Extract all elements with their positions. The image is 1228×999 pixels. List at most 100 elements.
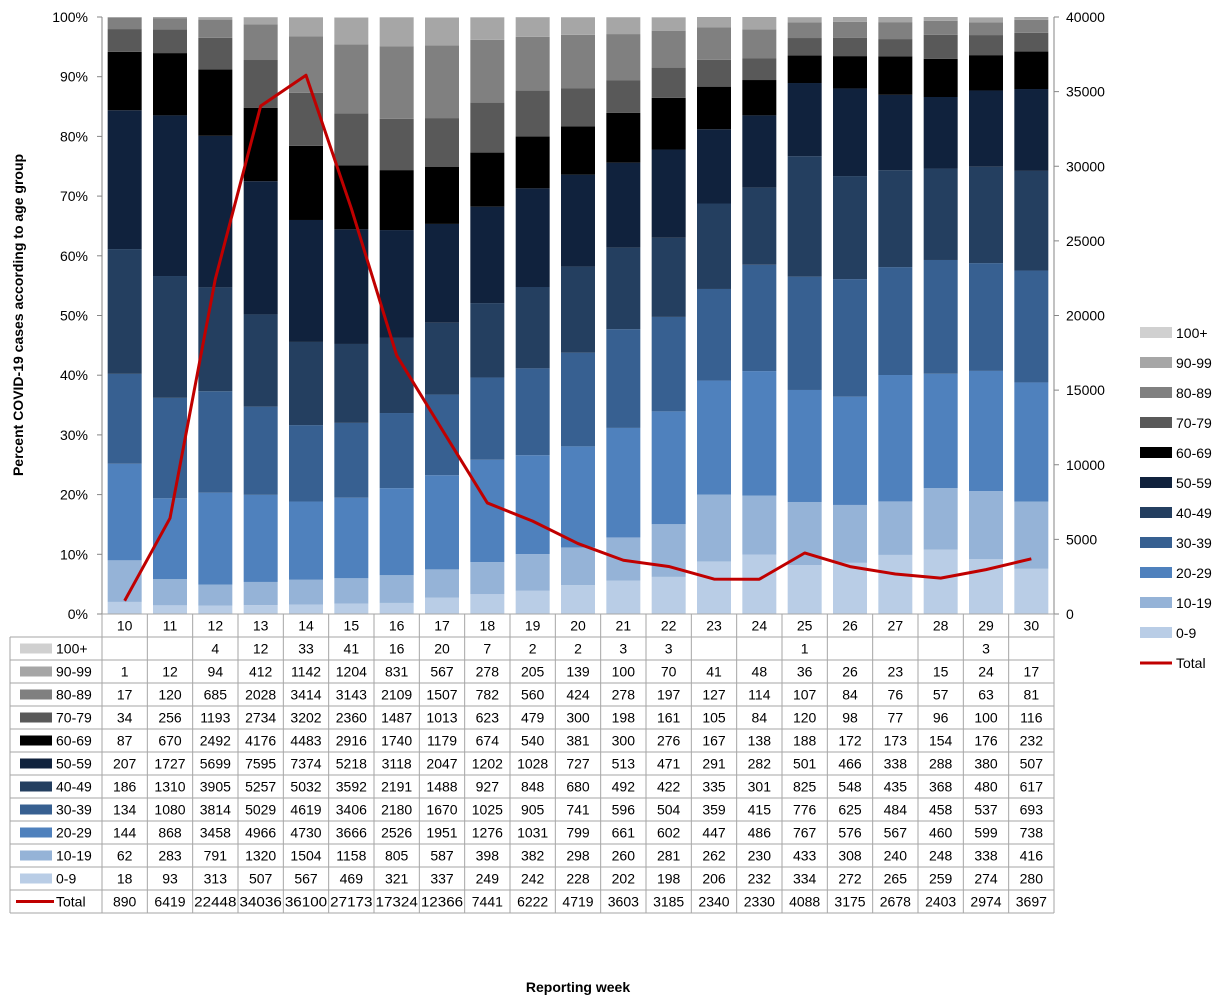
- table-cell: 7374: [290, 756, 321, 772]
- bar-70-79-week-13: [243, 60, 278, 108]
- table-cell: 661: [612, 825, 636, 841]
- x-tick-label: 26: [842, 618, 858, 634]
- table-cell: 298: [566, 848, 590, 864]
- table-cell: 359: [702, 802, 726, 818]
- table-cell: 4966: [245, 825, 276, 841]
- table-cell: 300: [612, 733, 636, 749]
- bar-20-29-week-19: [515, 455, 550, 555]
- bar-20-29-week-12: [198, 492, 233, 585]
- table-cell: 486: [748, 825, 772, 841]
- table-cell: 127: [702, 687, 726, 703]
- bar-50-59-week-11: [153, 115, 187, 277]
- table-cell: 138: [748, 733, 772, 749]
- bar-40-49-week-28: [923, 168, 958, 260]
- x-tick-label: 24: [752, 618, 768, 634]
- bar-60-69-week-10: [107, 51, 142, 111]
- table-cell: 596: [612, 802, 636, 818]
- bar-70-79-week-29: [969, 35, 1003, 56]
- table-cell: 100: [974, 710, 998, 726]
- bar-40-49-week-29: [969, 166, 1003, 264]
- bar-100+-week-29: [969, 17, 1003, 18]
- x-tick-label: 17: [434, 618, 450, 634]
- bar-80-89-week-23: [697, 27, 731, 60]
- bar-60-69-week-18: [470, 152, 505, 207]
- table-cell: 513: [612, 756, 636, 772]
- table-cell: 282: [748, 756, 772, 772]
- table-cell: 4730: [290, 825, 321, 841]
- table-cell: 26: [842, 664, 858, 680]
- bar-0-9-week-26: [833, 562, 867, 614]
- table-cell-total: 6222: [517, 894, 548, 910]
- left-tick-label: 40%: [60, 367, 88, 383]
- table-cell: 139: [566, 664, 590, 680]
- bar-20-29-week-14: [289, 501, 323, 580]
- left-tick-label: 30%: [60, 427, 88, 443]
- table-cell: 116: [1020, 710, 1043, 726]
- table-cell: 905: [521, 802, 545, 818]
- bar-70-79-week-17: [425, 118, 459, 167]
- table-cell: 206: [702, 871, 726, 887]
- table-cell: 479: [521, 710, 545, 726]
- bar-20-29-week-28: [923, 373, 958, 489]
- table-cell: 484: [884, 802, 908, 818]
- bar-90-99-week-27: [878, 17, 913, 23]
- table-cell: 134: [113, 802, 137, 818]
- table-cell: 338: [974, 848, 998, 864]
- bar-60-69-week-17: [425, 167, 459, 224]
- table-cell: 415: [748, 802, 772, 818]
- bar-20-29-week-10: [107, 463, 142, 561]
- bar-10-19-week-23: [697, 494, 731, 562]
- bar-10-19-week-11: [153, 579, 187, 606]
- table-cell: 831: [385, 664, 409, 680]
- table-cell: 248: [929, 848, 953, 864]
- x-tick-label: 27: [888, 618, 904, 634]
- bar-80-89-week-29: [969, 22, 1003, 36]
- legend-key-50-59: [1140, 477, 1172, 488]
- table-cell: 281: [657, 848, 681, 864]
- bar-90-99-week-18: [470, 17, 505, 40]
- table-cell: 382: [521, 848, 545, 864]
- bar-50-59-week-28: [923, 97, 958, 169]
- bar-50-59-week-13: [243, 181, 278, 315]
- right-tick-label: 10000: [1066, 457, 1105, 473]
- table-cell: 308: [838, 848, 862, 864]
- bar-60-69-week-30: [1014, 51, 1049, 90]
- bar-0-9-week-23: [697, 561, 731, 614]
- table-key-40-49: [20, 781, 52, 792]
- table-cell: 2: [529, 641, 537, 657]
- table-cell: 504: [657, 802, 681, 818]
- table-cell: 398: [476, 848, 500, 864]
- x-tick-label: 29: [978, 618, 994, 634]
- bar-30-39-week-22: [651, 316, 686, 412]
- bar-40-49-week-10: [107, 249, 142, 374]
- table-cell: 1504: [290, 848, 321, 864]
- table-cell: 262: [702, 848, 726, 864]
- table-cell: 1310: [154, 779, 185, 795]
- table-cell: 3592: [336, 779, 367, 795]
- table-cell: 1158: [336, 848, 366, 864]
- table-cell: 20: [434, 641, 450, 657]
- bar-60-69-week-14: [289, 145, 323, 220]
- table-row-label: 40-49: [56, 779, 92, 795]
- bar-60-69-week-20: [561, 126, 595, 175]
- table-cell: 272: [838, 871, 862, 887]
- bar-100+-week-17: [425, 17, 459, 18]
- table-cell: 3143: [336, 687, 367, 703]
- table-cell-total: 3175: [834, 894, 865, 910]
- table-cell-total: 2678: [880, 894, 911, 910]
- bar-30-39-week-14: [289, 425, 323, 502]
- table-cell: 799: [566, 825, 590, 841]
- table-cell: 96: [933, 710, 949, 726]
- right-tick-label: 25000: [1066, 233, 1105, 249]
- bar-90-99-week-20: [561, 17, 595, 35]
- bar-80-89-week-30: [1014, 19, 1049, 33]
- bar-10-19-week-19: [515, 554, 550, 591]
- table-cell: 868: [158, 825, 182, 841]
- table-cell: 202: [612, 871, 636, 887]
- bar-60-69-week-19: [515, 136, 550, 189]
- table-cell: 5257: [245, 779, 276, 795]
- table-cell: 84: [842, 687, 858, 703]
- table-key-90-99: [20, 666, 52, 677]
- bar-80-89-week-25: [787, 22, 822, 39]
- table-cell: 17: [1024, 664, 1040, 680]
